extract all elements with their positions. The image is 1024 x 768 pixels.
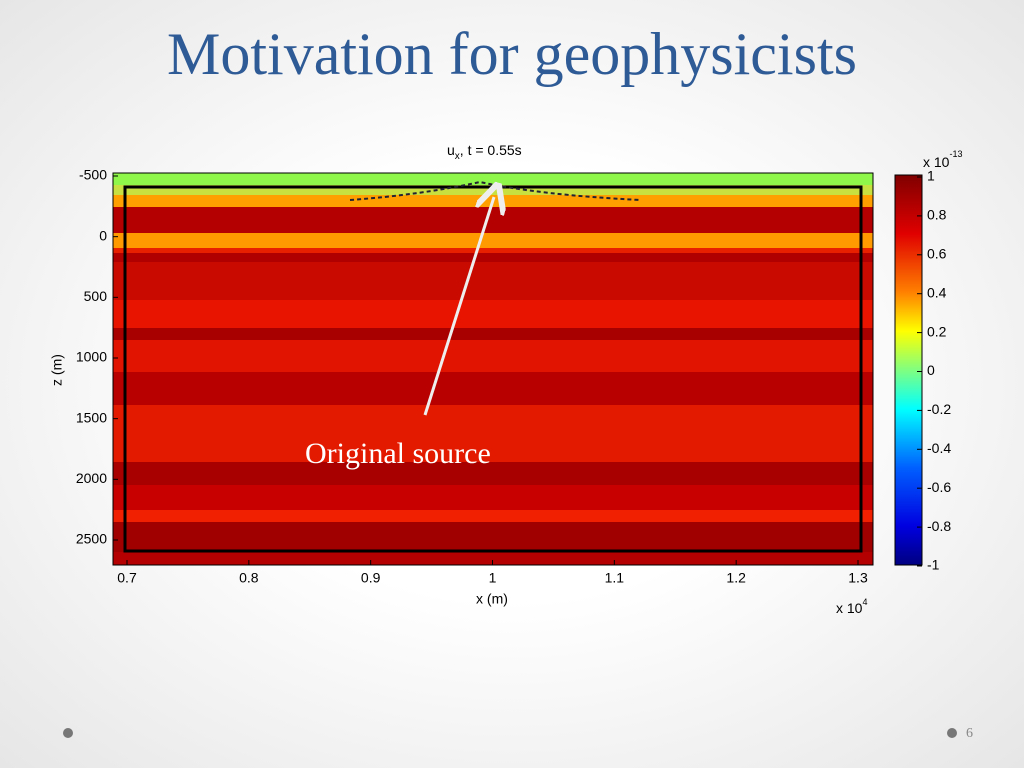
colorbar-tick-label: -0.8 (927, 518, 951, 534)
y-tick-label: 2500 (76, 531, 107, 547)
plot-title: ux, t = 0.55s (447, 142, 522, 162)
y-tick-label: -500 (79, 167, 107, 183)
y-tick-label: 2000 (76, 470, 107, 486)
colorbar-tick-label: 0.8 (927, 207, 947, 223)
band (113, 173, 873, 185)
slide-title: Motivation for geophysicists (167, 21, 857, 87)
y-tick-label: 0 (99, 227, 107, 243)
colorbar-tick-label: 0.6 (927, 246, 947, 262)
band (113, 300, 873, 328)
colorbar-tick-label: 1 (927, 168, 935, 184)
band (113, 233, 873, 248)
band (113, 522, 873, 552)
annotation: Original source (305, 437, 491, 470)
y-tick-label: 1500 (76, 409, 107, 425)
band (113, 372, 873, 405)
colorbar-tick-label: -0.2 (927, 401, 951, 417)
colorbar-exponent: x 10-13 (923, 149, 962, 169)
colorbar-tick-label: 0 (927, 362, 935, 378)
x-exponent: x 104 (836, 597, 867, 615)
band (113, 552, 873, 565)
colorbar-tick-label: -0.4 (927, 440, 951, 456)
band (113, 510, 873, 522)
dot (63, 728, 73, 738)
colorbar-tick-label: 0.4 (927, 284, 947, 300)
colorbar-tick-label: 0.2 (927, 323, 947, 339)
dot (947, 728, 957, 738)
band (113, 340, 873, 372)
x-tick-label: 1 (489, 570, 497, 586)
heatmap (113, 173, 873, 565)
y-label: z (m) (49, 354, 65, 386)
band (113, 328, 873, 340)
y-tick-label: 500 (84, 288, 108, 304)
band (113, 262, 873, 300)
page-number: 6 (966, 726, 973, 741)
x-tick-label: 0.7 (117, 570, 137, 586)
colorbar (894, 174, 923, 566)
arrow (423, 197, 494, 416)
x-tick-label: 1.1 (605, 570, 625, 586)
y-tick-label: 1000 (76, 349, 107, 365)
x-tick-label: 1.3 (848, 570, 868, 586)
x-tick-label: 0.9 (361, 570, 381, 586)
band (113, 248, 873, 253)
x-tick-label: 0.8 (239, 570, 259, 586)
band (113, 405, 873, 462)
x-label: x (m) (476, 591, 508, 607)
band (113, 485, 873, 510)
band (113, 253, 873, 262)
colorbar-tick-label: -0.6 (927, 479, 951, 495)
x-tick-label: 1.2 (726, 570, 746, 586)
band (113, 462, 873, 485)
colorbar-tick-label: -1 (927, 557, 940, 573)
band (113, 207, 873, 233)
wavefront (349, 180, 641, 201)
